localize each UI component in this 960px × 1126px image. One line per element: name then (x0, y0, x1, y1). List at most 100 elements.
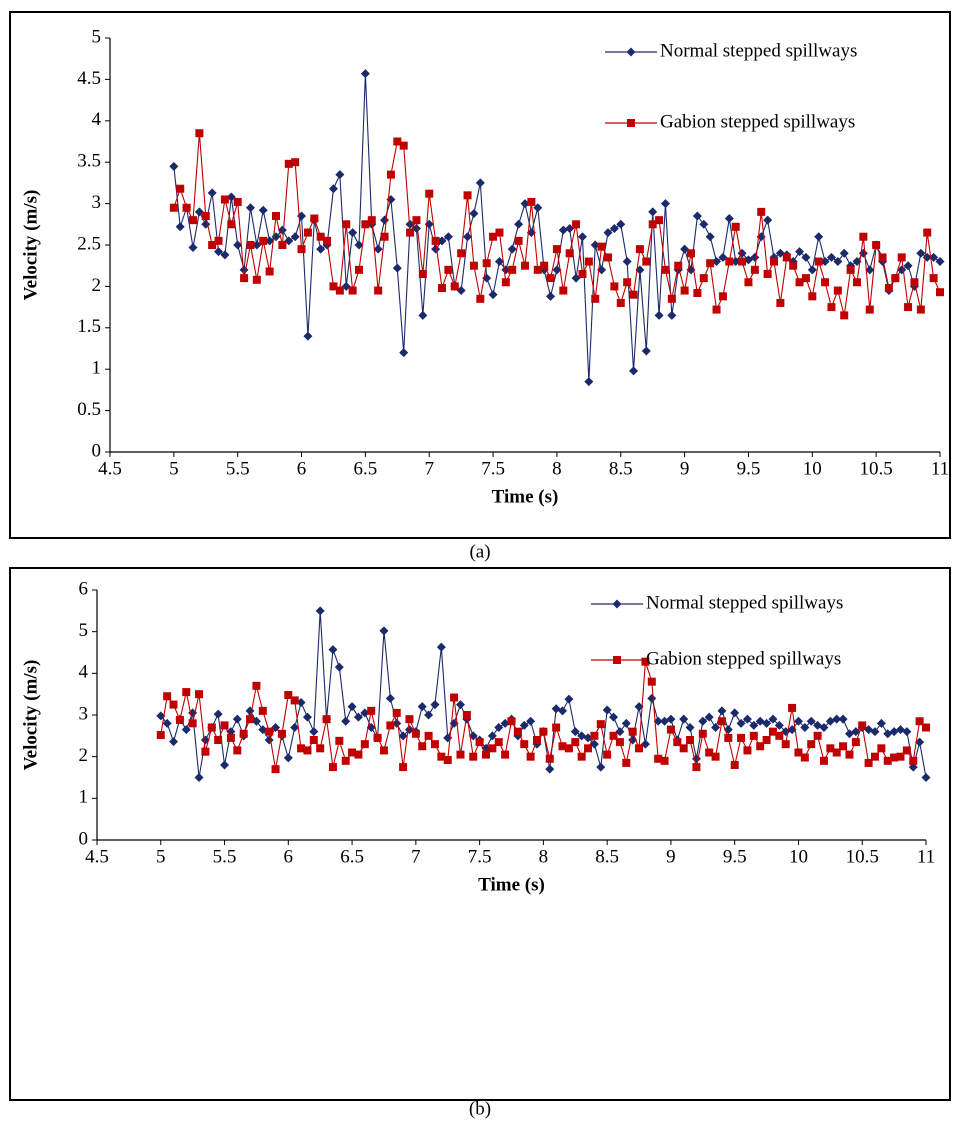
y-tick-label: 3.5 (77, 151, 101, 172)
marker (584, 744, 593, 753)
marker (757, 207, 766, 216)
marker (360, 708, 370, 718)
marker (450, 693, 459, 702)
marker (361, 220, 370, 229)
marker (577, 232, 587, 242)
y-tick-label: 1 (92, 358, 102, 379)
y-tick-label: 4 (92, 109, 102, 130)
marker (373, 733, 382, 742)
marker (329, 282, 338, 291)
marker (354, 750, 363, 759)
marker (322, 715, 331, 724)
marker (406, 228, 415, 237)
marker (489, 232, 498, 241)
x-tick-label: 9.5 (723, 846, 747, 867)
marker (494, 257, 504, 267)
marker (781, 740, 790, 749)
marker (795, 278, 804, 287)
marker (647, 677, 656, 686)
legend-label: Gabion stepped spillways (660, 111, 855, 132)
marker (252, 681, 261, 690)
legend-label: Normal stepped spillways (646, 592, 843, 613)
marker (476, 294, 485, 303)
x-tick-label: 9 (680, 458, 690, 479)
x-tick-label: 10 (803, 458, 822, 479)
marker (175, 222, 185, 232)
marker (252, 275, 261, 284)
marker (290, 696, 299, 705)
y-tick-label: 0.5 (77, 399, 101, 420)
y-axis-title: Velocity (m/s) (20, 190, 41, 301)
marker (353, 712, 363, 722)
marker (226, 192, 236, 202)
marker (724, 733, 733, 742)
marker (169, 737, 179, 747)
marker (513, 727, 522, 736)
marker (291, 158, 300, 167)
marker (922, 723, 930, 732)
marker (188, 242, 198, 252)
marker (514, 236, 523, 245)
y-tick-label: 2 (92, 275, 102, 296)
marker (731, 257, 741, 267)
marker (533, 736, 542, 744)
marker (494, 738, 503, 747)
marker (335, 170, 345, 180)
marker (195, 690, 204, 699)
marker (195, 129, 204, 138)
x-tick-label: 9.5 (737, 458, 761, 479)
marker (277, 729, 286, 738)
marker (621, 718, 631, 728)
marker (775, 731, 784, 740)
marker (290, 723, 300, 732)
marker (296, 698, 306, 707)
marker (782, 253, 791, 262)
marker (424, 710, 434, 720)
marker (936, 288, 944, 297)
marker (833, 286, 842, 295)
marker (693, 289, 702, 298)
marker (743, 746, 752, 755)
marker (891, 274, 900, 283)
marker (725, 257, 734, 266)
marker (923, 228, 932, 237)
marker (411, 223, 421, 233)
marker (660, 756, 669, 765)
y-tick-label: 0 (92, 440, 102, 461)
marker (278, 241, 287, 249)
x-tick-label: 6.5 (354, 458, 378, 479)
marker (731, 222, 740, 231)
marker (545, 754, 554, 763)
marker (201, 219, 211, 229)
marker (456, 286, 466, 296)
marker (540, 261, 549, 270)
marker (520, 199, 530, 209)
marker (833, 257, 843, 267)
marker (220, 760, 230, 770)
marker (207, 188, 217, 198)
marker (468, 731, 478, 741)
marker (521, 261, 529, 270)
marker (865, 265, 875, 275)
marker (712, 305, 721, 314)
marker (335, 286, 344, 295)
marker (399, 763, 408, 772)
marker (744, 278, 753, 287)
marker (283, 753, 293, 763)
marker (519, 720, 529, 730)
marker (935, 257, 945, 267)
marker (770, 257, 778, 266)
marker (348, 228, 358, 238)
x-tick-label: 8.5 (609, 458, 633, 479)
marker (265, 236, 275, 246)
x-tick-label: 4.5 (85, 846, 109, 867)
marker (386, 170, 395, 179)
marker (756, 742, 765, 751)
marker (284, 691, 293, 699)
panel-caption: (b) (469, 1098, 491, 1119)
marker (819, 723, 829, 732)
marker (558, 742, 567, 751)
marker (220, 721, 229, 730)
marker (641, 657, 650, 666)
